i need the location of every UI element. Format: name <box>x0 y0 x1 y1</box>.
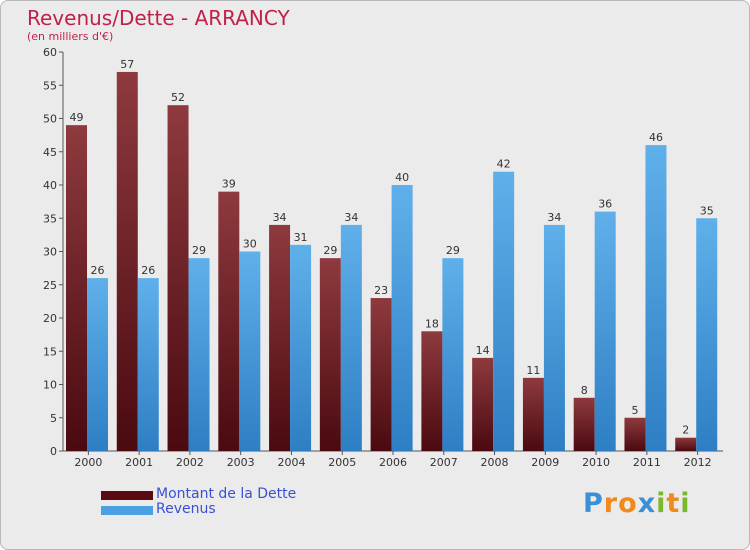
data-label: 40 <box>395 171 409 184</box>
bar-revenus <box>239 251 261 451</box>
data-label: 35 <box>700 204 714 217</box>
data-label: 46 <box>649 131 663 144</box>
data-label: 23 <box>374 284 388 297</box>
bar-dette <box>675 437 697 451</box>
data-label: 2 <box>682 424 689 437</box>
bar-revenus <box>340 224 362 451</box>
bar-dette <box>573 397 595 451</box>
chart-title: Revenus/Dette - ARRANCY <box>27 6 290 30</box>
bar-dette <box>370 298 392 451</box>
data-label: 30 <box>243 238 257 251</box>
data-label: 14 <box>476 344 490 357</box>
data-label: 29 <box>323 244 337 257</box>
x-tick-label: 2011 <box>633 456 661 469</box>
data-label: 42 <box>497 158 511 171</box>
y-tick-label: 5 <box>50 412 57 425</box>
bar-revenus <box>696 218 718 451</box>
legend-swatch-dette <box>101 491 153 500</box>
bar-dette <box>116 71 138 451</box>
data-label: 34 <box>547 211 561 224</box>
legend-label-dette: Montant de la Dette <box>156 486 297 502</box>
x-tick-label: 2002 <box>176 456 204 469</box>
logo-letter: i <box>656 488 667 519</box>
logo-letter: r <box>603 488 619 519</box>
bar-revenus <box>391 185 413 451</box>
x-tick-label: 2010 <box>582 456 610 469</box>
data-label: 8 <box>581 384 588 397</box>
logo-letter: i <box>680 488 691 519</box>
bar-dette <box>421 331 443 451</box>
data-label: 49 <box>70 111 84 124</box>
x-tick-label: 2005 <box>328 456 356 469</box>
bar-dette <box>167 105 189 451</box>
y-tick-label: 60 <box>43 46 57 59</box>
data-label: 31 <box>294 231 308 244</box>
bar-revenus <box>543 224 565 451</box>
data-label: 57 <box>120 58 134 71</box>
logo-letter: P <box>583 488 604 519</box>
bar-revenus <box>594 211 616 451</box>
bar-revenus <box>87 278 108 451</box>
bar-dette <box>269 224 291 451</box>
data-label: 26 <box>141 264 155 277</box>
y-tick-label: 35 <box>43 212 57 225</box>
bar-revenus <box>290 244 312 451</box>
data-label: 36 <box>598 198 612 211</box>
bar-revenus <box>493 171 515 451</box>
proxiti-logo: Proxiti <box>583 488 691 519</box>
data-label: 5 <box>631 404 638 417</box>
x-tick-label: 2000 <box>74 456 102 469</box>
logo-letter: x <box>637 488 657 519</box>
y-tick-label: 30 <box>43 246 57 259</box>
x-tick-label: 2001 <box>125 456 153 469</box>
bar-dette <box>319 258 341 451</box>
y-tick-label: 25 <box>43 279 57 292</box>
data-label: 18 <box>425 317 439 330</box>
y-tick-label: 20 <box>43 312 57 325</box>
data-label: 39 <box>222 178 236 191</box>
bar-dette <box>522 377 544 451</box>
x-tick-label: 2007 <box>430 456 458 469</box>
x-tick-label: 2009 <box>531 456 559 469</box>
data-label: 29 <box>446 244 460 257</box>
logo-letter: o <box>618 488 638 519</box>
data-label: 29 <box>192 244 206 257</box>
bar-revenus <box>137 278 159 451</box>
logo-letter: t <box>666 488 681 519</box>
data-label: 52 <box>171 91 185 104</box>
bar-dette <box>472 357 494 451</box>
chart-subtitle: (en milliers d'€) <box>27 30 114 43</box>
bar-revenus <box>188 258 210 451</box>
y-tick-label: 45 <box>43 146 57 159</box>
bar-revenus <box>442 258 464 451</box>
x-tick-label: 2004 <box>277 456 305 469</box>
data-label: 34 <box>344 211 358 224</box>
y-tick-label: 40 <box>43 179 57 192</box>
y-tick-label: 0 <box>50 445 57 458</box>
x-tick-label: 2008 <box>481 456 509 469</box>
legend-swatch-revenus <box>101 506 153 515</box>
bar-dette <box>66 125 87 452</box>
x-tick-label: 2012 <box>684 456 712 469</box>
y-tick-label: 55 <box>43 79 57 92</box>
bar-dette <box>218 191 240 451</box>
legend-label-revenus: Revenus <box>156 501 216 517</box>
y-tick-label: 10 <box>43 379 57 392</box>
bar-revenus <box>645 145 667 451</box>
data-label: 11 <box>526 364 540 377</box>
data-label: 34 <box>273 211 287 224</box>
data-label: 26 <box>91 264 105 277</box>
y-tick-label: 50 <box>43 113 57 126</box>
y-tick-label: 15 <box>43 345 57 358</box>
x-tick-label: 2003 <box>227 456 255 469</box>
bar-dette <box>624 417 646 451</box>
x-tick-label: 2006 <box>379 456 407 469</box>
